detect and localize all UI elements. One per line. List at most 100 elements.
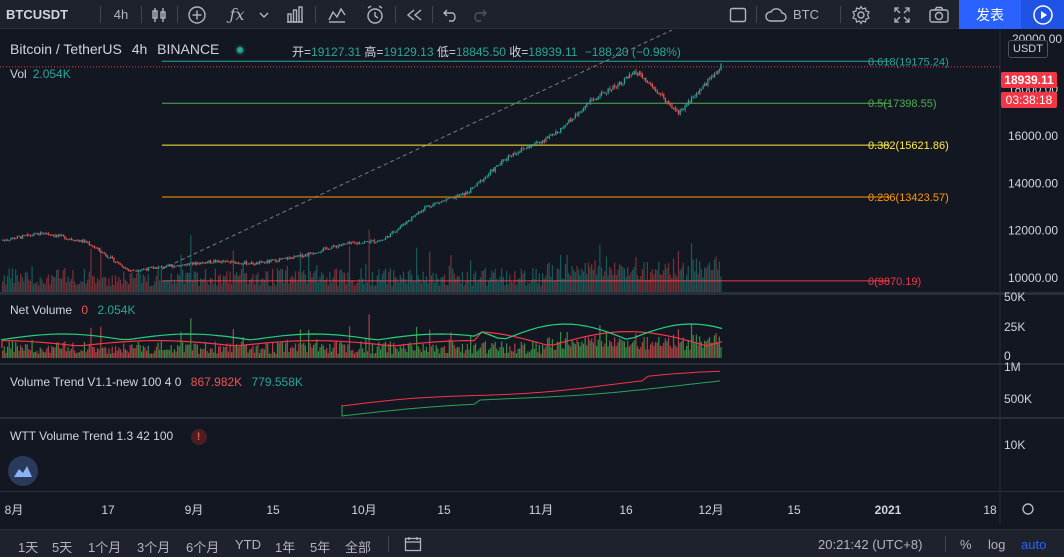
tradingview-logo[interactable] [8, 456, 38, 486]
candle-body [301, 254, 303, 258]
candle-body [591, 99, 593, 101]
compare-symbol-label[interactable]: BTC [793, 7, 819, 22]
net-volume-bar [640, 346, 642, 358]
currency-label[interactable]: USDT [1008, 40, 1048, 58]
net-volume-bar [47, 345, 50, 358]
rewind-icon[interactable] [401, 0, 427, 29]
volume-bar [312, 273, 315, 292]
candle-body [85, 240, 87, 243]
redo-icon[interactable] [466, 0, 492, 29]
publish-button[interactable]: 发表 [959, 0, 1021, 29]
candle-body [327, 248, 329, 250]
candle-body [705, 83, 707, 86]
net-volume-bar [560, 331, 562, 358]
candle-body [671, 105, 673, 109]
net-volume-bar [365, 338, 367, 358]
layout-icon[interactable] [726, 0, 750, 29]
top-toolbar: BTCUSDT 4h ƒx BTC [0, 0, 1064, 29]
chart-canvas[interactable]: 10000.0012000.0014000.0016000.0018000.00… [0, 30, 1064, 523]
cloud-icon[interactable] [763, 0, 789, 29]
candle-body [486, 175, 488, 177]
net-volume-bar [528, 352, 531, 358]
templates-icon[interactable] [282, 0, 308, 29]
range-3m[interactable]: 3个月 [137, 540, 171, 555]
volume-bar [314, 270, 316, 292]
volume-bar [72, 269, 74, 292]
net-volume-bar [80, 350, 82, 358]
range-all[interactable]: 全部 [345, 540, 372, 555]
indicators-icon[interactable]: ƒx [229, 5, 245, 24]
play-icon[interactable] [1021, 0, 1064, 29]
symbol-search-button[interactable]: BTCUSDT [6, 7, 69, 22]
volume-bar [293, 277, 295, 292]
fib-level-label: 0(9870.19) [868, 276, 921, 288]
net-volume-bar [643, 337, 645, 358]
candle-body [654, 88, 657, 92]
percent-toggle[interactable]: % [960, 537, 972, 552]
candle-body [298, 255, 300, 257]
net-volume-bar [615, 346, 617, 358]
time-tick-label: 15 [266, 503, 280, 517]
camera-icon[interactable] [926, 0, 952, 29]
volume-bar [254, 284, 256, 292]
log-toggle[interactable]: log [988, 537, 1006, 552]
volume-bar [453, 273, 455, 292]
candle-body [528, 146, 531, 148]
volume-bar [204, 268, 207, 292]
range-5d[interactable]: 5天 [52, 540, 73, 555]
clock-display[interactable]: 20:21:42 (UTC+8) [818, 537, 923, 552]
volume-bar [77, 284, 79, 292]
range-6m[interactable]: 6个月 [186, 540, 220, 555]
volume-bar [219, 274, 221, 292]
candle-body [599, 95, 601, 97]
volume-bar [70, 278, 72, 292]
net-volume-bar [129, 345, 131, 358]
warning-icon[interactable]: ! [190, 429, 207, 445]
net-volume-bar [707, 339, 709, 358]
volume-bar [393, 270, 395, 292]
candle-body [571, 118, 573, 122]
range-1m[interactable]: 1个月 [88, 540, 122, 555]
alert-clock-icon[interactable] [362, 0, 388, 29]
net-volume-bar [247, 352, 249, 358]
compare-add-icon[interactable] [184, 0, 210, 29]
range-1y[interactable]: 1年 [275, 540, 296, 555]
undo-icon[interactable] [438, 0, 464, 29]
bar-replay-icon[interactable] [324, 0, 350, 29]
chart-area[interactable]: 10000.00 12000.00 14000.00 16000.00 18000.00… [0, 30, 1064, 523]
volume-bar [689, 280, 691, 292]
auto-toggle[interactable]: auto [1021, 537, 1047, 552]
gear-icon[interactable] [848, 0, 874, 29]
candle-body [712, 76, 714, 78]
volume-bar [262, 278, 264, 292]
net-volume-bar [419, 349, 421, 358]
candle-body [417, 212, 419, 215]
interval-button[interactable]: 4h [113, 7, 129, 22]
candle-body [23, 235, 25, 237]
trend-line [161, 30, 673, 270]
candle-body [195, 262, 197, 265]
chevron-down-icon[interactable] [256, 0, 272, 29]
volume-bar [124, 279, 126, 292]
range-1d[interactable]: 1天 [18, 540, 39, 555]
candle-body [186, 263, 189, 265]
candle-type-icon[interactable] [146, 0, 172, 29]
net-volume-bar [74, 350, 76, 358]
net-volume-bar [455, 348, 457, 358]
net-volume-bar [78, 352, 81, 358]
candle-body [574, 114, 576, 119]
candle-body [535, 141, 537, 144]
volume-trend-value-1: 867.982K [190, 375, 243, 389]
volume-bar [645, 279, 647, 292]
axis-settings-icon[interactable] [1022, 503, 1034, 515]
range-ytd[interactable]: YTD [235, 537, 261, 552]
candle-body [687, 101, 689, 106]
wtt-legend: WTT Volume Trend 1.3 42 100 ! [10, 429, 207, 445]
net-volume-bar [376, 346, 378, 358]
volume-bar [681, 267, 683, 292]
range-5y[interactable]: 5年 [310, 540, 331, 555]
candle-body [232, 261, 234, 263]
goto-date-icon[interactable] [404, 536, 422, 555]
volume-bar [506, 271, 508, 292]
fullscreen-icon[interactable] [889, 0, 915, 29]
